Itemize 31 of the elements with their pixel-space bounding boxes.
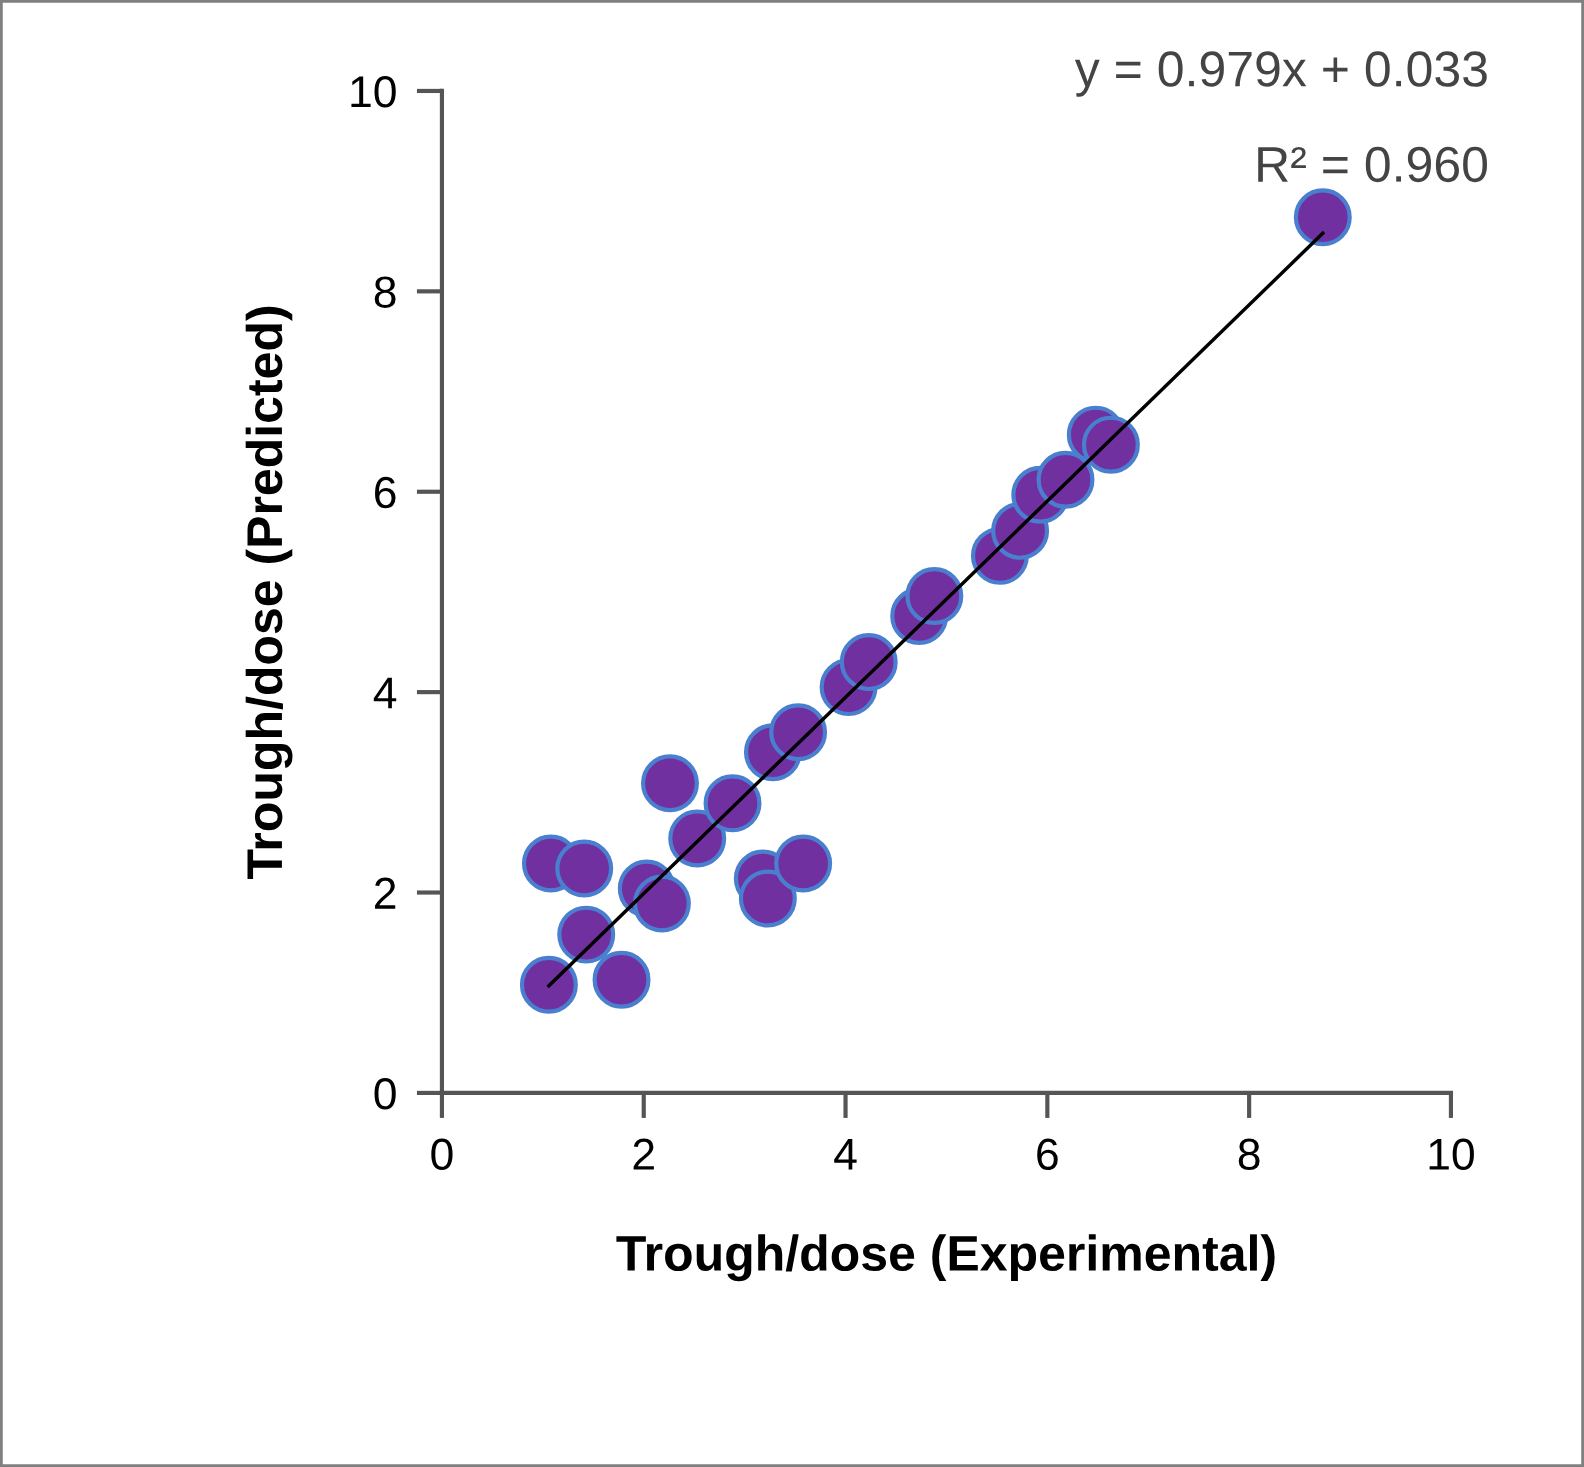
point [1081,415,1140,474]
y-tick-label: 4 [373,677,397,709]
x-axis-title: Trough/dose (Experimental) [616,1234,1275,1282]
x-tick-label: 4 [834,1138,857,1170]
point [519,955,578,1014]
point [640,754,699,813]
y-tick-label: 10 [351,76,396,108]
point [839,633,898,692]
y-tick-label: 6 [375,476,396,509]
point [769,703,828,762]
point [555,839,614,898]
y-tick-label: 2 [375,877,396,909]
point [1036,450,1095,509]
x-tick-label: 8 [1238,1138,1260,1171]
point [774,834,833,893]
x-tick-label: 6 [1037,1138,1058,1171]
point [592,950,651,1009]
annotation: y = 0.979x + 0.033 [1074,51,1487,97]
point [738,869,797,928]
annotation: R² = 0.960 [1258,146,1488,183]
x-tick-label: 0 [431,1138,453,1171]
x-tick-label: 2 [633,1138,654,1170]
point [632,874,691,933]
point [905,566,964,625]
y-axis-title: Trough/dose (Predicted) [245,306,293,879]
point [1293,188,1352,247]
y-tick-label: 0 [374,1077,396,1110]
y-tick-label: 8 [374,276,396,308]
point [557,905,616,964]
point [703,774,762,833]
x-tick-label: 10 [1429,1138,1474,1171]
